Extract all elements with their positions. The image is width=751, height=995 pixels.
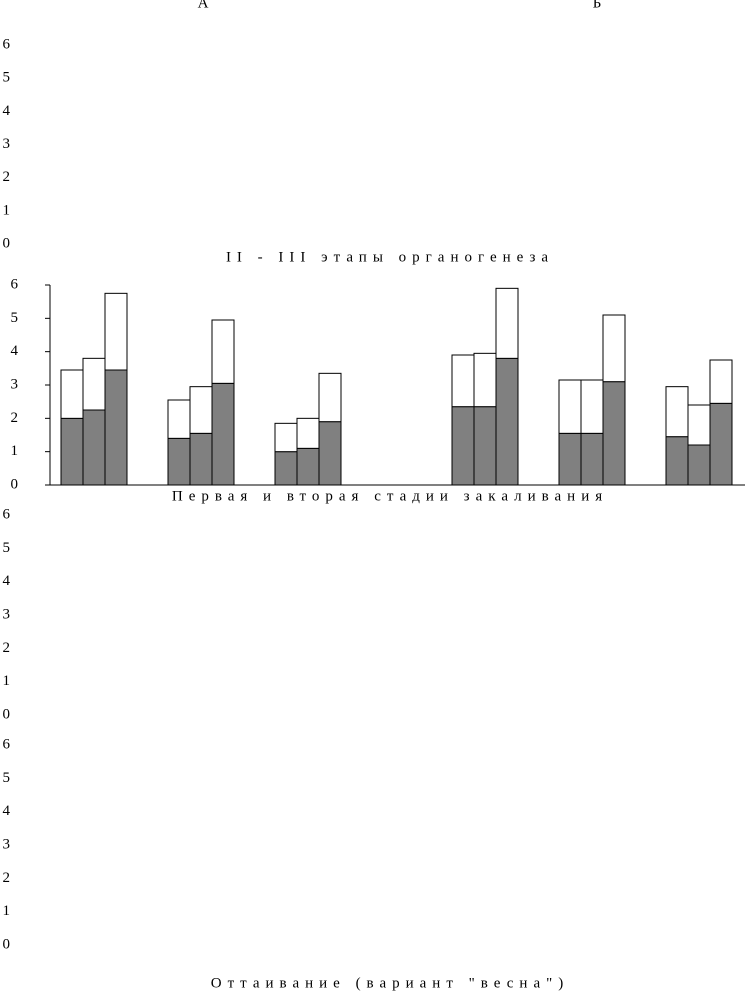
bar-segment <box>167 437 191 486</box>
y-tick-label: 1 <box>11 443 19 459</box>
y-tick-label: 0 <box>3 706 11 722</box>
y-tick-label: 1 <box>3 673 11 689</box>
bar-segment <box>473 406 497 486</box>
bar-segment <box>211 319 235 384</box>
bar-segment <box>60 369 84 419</box>
bar-segment <box>580 379 604 434</box>
column-title: А <box>198 0 209 11</box>
y-tick-label: 4 <box>3 803 11 819</box>
y-tick-label: 2 <box>3 870 11 886</box>
bar-segment <box>495 357 519 486</box>
bar-segment <box>687 404 711 446</box>
y-tick-label: 4 <box>11 343 19 359</box>
y-tick-label: 1 <box>3 202 11 218</box>
bar-segment <box>602 381 626 486</box>
y-tick-label: 2 <box>11 410 19 426</box>
y-tick-label: 3 <box>3 606 11 622</box>
y-tick-label: 6 <box>3 36 11 52</box>
y-tick-label: 6 <box>3 506 11 522</box>
bar-segment <box>495 287 519 359</box>
bar-segment <box>318 421 342 486</box>
bar-segment <box>709 359 733 404</box>
bar-segment <box>602 314 626 383</box>
bar-segment <box>104 292 128 371</box>
y-tick-label: 5 <box>11 310 19 326</box>
bar-segment <box>189 386 213 434</box>
y-tick-label: 6 <box>3 736 11 752</box>
bar-segment <box>687 444 711 486</box>
bar-segment <box>296 417 320 449</box>
y-tick-label: 5 <box>3 770 11 786</box>
bar-segment <box>82 357 106 411</box>
y-tick-label: 0 <box>3 936 11 952</box>
y-tick-label: 3 <box>3 136 11 152</box>
bar-segment <box>665 386 689 438</box>
y-tick-label: 3 <box>3 836 11 852</box>
y-tick-label: 2 <box>3 640 11 656</box>
bar-segment <box>82 409 106 486</box>
bar-segment <box>167 399 191 439</box>
y-tick-label: 5 <box>3 70 11 86</box>
bar-segment <box>451 354 475 408</box>
bar-segment <box>558 379 582 434</box>
y-tick-label: 6 <box>11 276 19 292</box>
bar-segment <box>665 436 689 486</box>
bar-segment <box>709 402 733 486</box>
panel-title: Первая и вторая стадии закаливания <box>172 488 608 504</box>
y-tick-label: 3 <box>11 376 19 392</box>
panel-title: II - III этапы органогенеза <box>226 249 554 265</box>
y-tick-label: 4 <box>3 103 11 119</box>
bar-segment <box>451 406 475 486</box>
bar-segment <box>189 432 213 486</box>
bar-segment <box>296 447 320 486</box>
y-tick-label: 4 <box>3 573 11 589</box>
bar-segment <box>60 417 84 486</box>
y-tick-label: 2 <box>3 169 11 185</box>
bar-segment <box>211 382 235 486</box>
column-title: Б <box>593 0 602 11</box>
y-tick-label: 0 <box>3 235 11 251</box>
y-tick-label: 0 <box>11 476 19 492</box>
bar-segment <box>580 432 604 486</box>
bar-segment <box>104 369 128 486</box>
bar-segment <box>274 422 298 453</box>
panel-title: Оттаивание (вариант "весна") <box>211 975 569 991</box>
y-tick-label: 1 <box>3 903 11 919</box>
bar-segment <box>318 372 342 423</box>
bar-segment <box>558 432 582 486</box>
bar-segment <box>473 352 497 408</box>
y-tick-label: 5 <box>3 540 11 556</box>
bar-segment <box>274 451 298 486</box>
